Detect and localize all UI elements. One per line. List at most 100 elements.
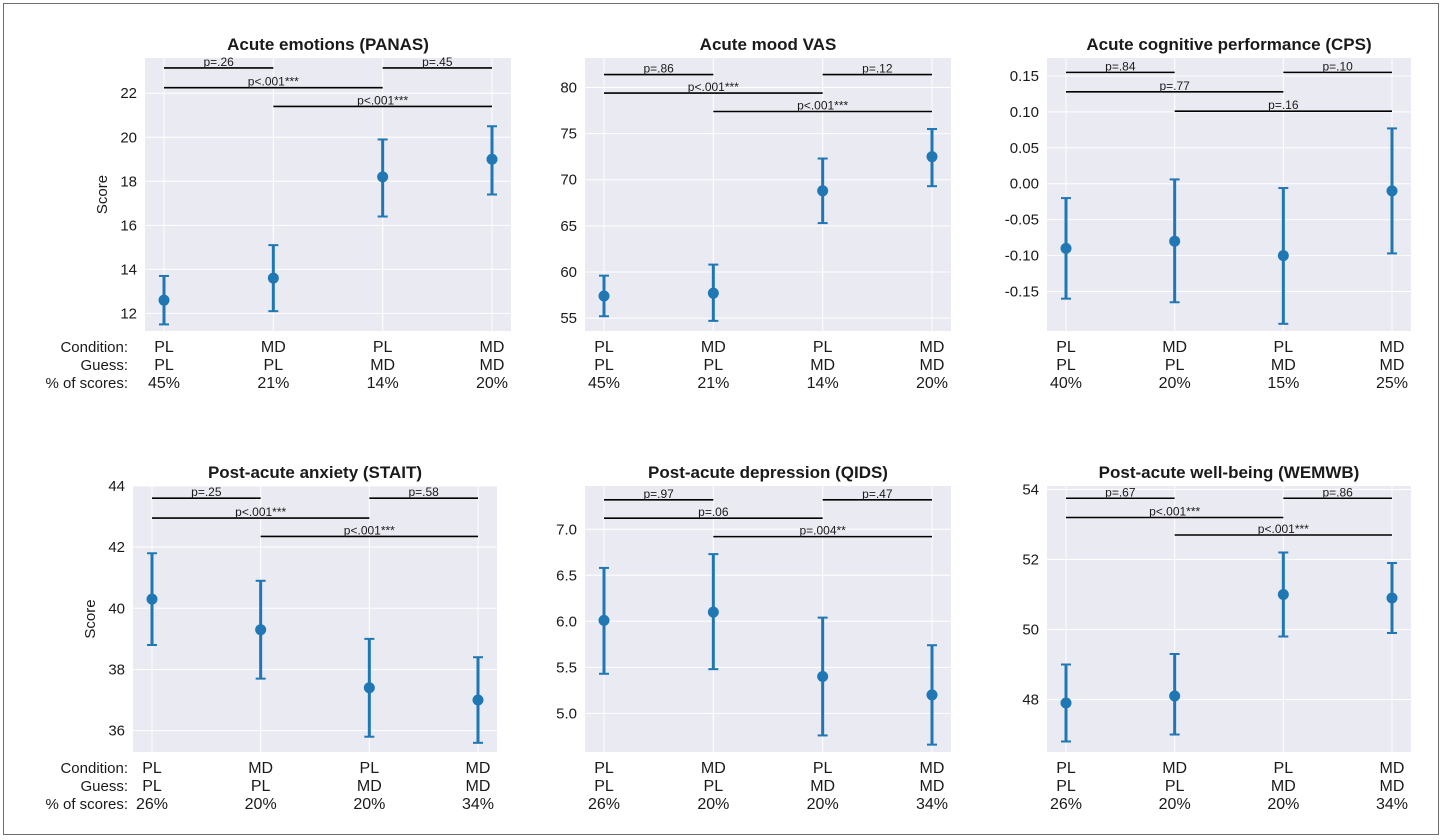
mean-point (926, 151, 938, 163)
y-tick-label: 12 (120, 305, 137, 322)
mean-point (377, 171, 389, 183)
y-tick-label: 75 (560, 126, 577, 143)
p-value-label: p=.67 (1105, 485, 1136, 499)
mean-point (598, 290, 610, 302)
percent-label: 20% (1267, 796, 1299, 813)
mean-point (486, 153, 498, 165)
p-value-label: p=.86 (643, 62, 674, 76)
y-tick-label: 54 (1022, 482, 1039, 499)
mean-point (1060, 242, 1072, 254)
plot-background (585, 486, 951, 752)
condition-label: MD (1162, 339, 1187, 356)
percent-label: 20% (476, 375, 508, 392)
chart-panel-4: 36 38 40 42 44 Post-acute anxiety (STAIT) Scor… (45, 463, 497, 813)
percent-label: 21% (697, 375, 729, 392)
row-label: % of scores: (45, 375, 128, 392)
guess-label: MD (920, 778, 945, 795)
chart-panel-3: -0.15 -0.10 -0.05 0.00 0.05 0.10 0.15 Acute cog… (1005, 35, 1411, 392)
y-axis-label: Score (82, 599, 99, 638)
p-value-label: p=.25 (191, 485, 222, 499)
percent-label: 40% (1050, 375, 1082, 392)
p-value-label: p=.77 (1159, 79, 1190, 93)
y-tick-label: 52 (1022, 552, 1039, 569)
mean-point (707, 287, 719, 299)
y-tick-label: 0.05 (1010, 140, 1039, 157)
guess-label: MD (1271, 778, 1296, 795)
p-value-label: p<.001*** (235, 505, 286, 519)
guess-label: PL (154, 357, 174, 374)
row-label: Guess: (80, 357, 128, 374)
percent-label: 45% (148, 375, 180, 392)
condition-label: MD (261, 339, 286, 356)
guess-label: PL (1165, 357, 1185, 374)
y-tick-label: -0.15 (1005, 283, 1039, 300)
percent-label: 21% (257, 375, 289, 392)
guess-label: MD (370, 357, 395, 374)
guess-label: PL (251, 778, 271, 795)
y-tick-label: -0.05 (1005, 212, 1039, 229)
condition-label: PL (1056, 339, 1076, 356)
condition-label: PL (594, 760, 614, 777)
y-tick-label: 38 (108, 661, 125, 678)
mean-point (472, 694, 484, 706)
plot-background (585, 58, 951, 331)
mean-point (363, 682, 375, 694)
condition-label: MD (1162, 760, 1187, 777)
guess-label: MD (480, 357, 505, 374)
percent-label: 20% (353, 796, 385, 813)
mean-point (707, 606, 719, 618)
y-tick-label: 22 (120, 85, 137, 102)
mean-point (267, 272, 279, 284)
y-axis-label: Score (94, 175, 111, 214)
chart-panel-1: 12 14 16 18 20 22 Acute emotions (PANAS) Score P… (45, 35, 511, 392)
percent-label: 20% (245, 796, 277, 813)
guess-label: PL (1165, 778, 1185, 795)
mean-point (158, 294, 170, 306)
mean-point (1386, 185, 1398, 197)
mean-point (1169, 235, 1181, 247)
y-tick-label: 5.5 (556, 659, 577, 676)
plot-background (133, 486, 497, 752)
mean-point (1060, 697, 1072, 709)
guess-label: PL (142, 778, 162, 795)
p-value-label: p=.97 (643, 487, 674, 501)
row-label: Condition: (60, 760, 128, 777)
percent-label: 20% (807, 796, 839, 813)
guess-label: MD (1271, 357, 1296, 374)
percent-label: 26% (136, 796, 168, 813)
guess-label: MD (1380, 357, 1405, 374)
p-value-label: p=.86 (1322, 485, 1353, 499)
percent-label: 25% (1376, 375, 1408, 392)
figure-border (3, 3, 1439, 835)
mean-point (1169, 690, 1181, 702)
condition-label: PL (142, 760, 162, 777)
condition-label: MD (701, 760, 726, 777)
percent-label: 26% (588, 796, 620, 813)
y-tick-label: 80 (560, 80, 577, 97)
y-tick-label: 0.00 (1010, 176, 1039, 193)
condition-label: MD (1380, 339, 1405, 356)
y-tick-label: 55 (560, 310, 577, 327)
p-value-label: p=.84 (1105, 59, 1136, 73)
guess-label: PL (594, 357, 614, 374)
percent-label: 20% (1159, 375, 1191, 392)
y-tick-label: 48 (1022, 692, 1039, 709)
mean-point (817, 671, 829, 683)
percent-label: 14% (807, 375, 839, 392)
p-value-label: p=.58 (408, 485, 439, 499)
panel-title: Post-acute anxiety (STAIT) (208, 463, 422, 482)
percent-label: 20% (1159, 796, 1191, 813)
p-value-label: p=.47 (862, 487, 893, 501)
row-label: Condition: (60, 339, 128, 356)
y-tick-label: 6.5 (556, 567, 577, 584)
condition-label: PL (594, 339, 614, 356)
guess-label: MD (357, 778, 382, 795)
p-value-label: p<.001*** (1149, 505, 1200, 519)
mean-point (926, 689, 938, 701)
panel-title: Post-acute depression (QIDS) (648, 463, 888, 482)
y-tick-label: 44 (108, 478, 125, 495)
condition-label: MD (480, 339, 505, 356)
condition-label: PL (1056, 760, 1076, 777)
